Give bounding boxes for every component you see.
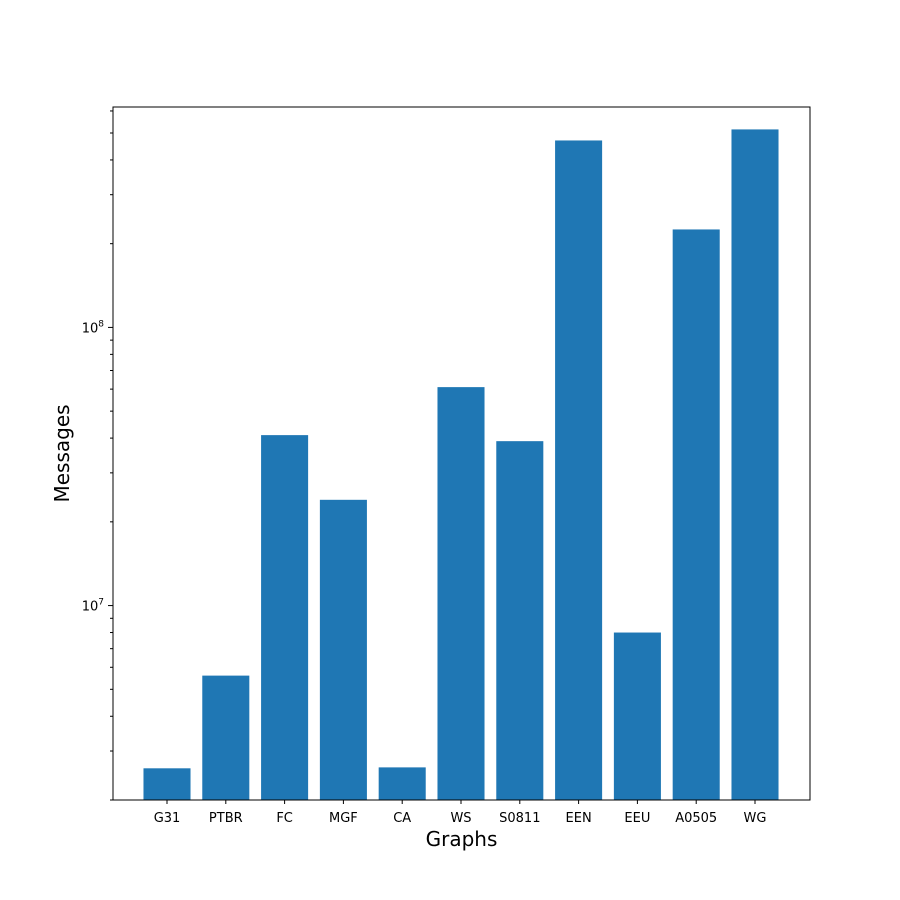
x-tick-label: EEN	[566, 811, 592, 826]
bar-ws	[437, 387, 485, 800]
x-tick-label: FC	[276, 811, 293, 826]
y-axis-label: Messages	[50, 404, 74, 502]
bar-ca	[378, 767, 426, 800]
bar-een	[555, 140, 603, 801]
x-tick-label: G31	[154, 811, 181, 826]
x-axis-ticks: G31 PTBR FC MGF CA WS S0811 EEN EEU A0505 WG	[154, 800, 767, 826]
x-tick-label: A0505	[675, 811, 717, 826]
bar-s0811	[496, 441, 544, 800]
bar-mgf	[319, 499, 367, 800]
bars-group	[143, 129, 779, 801]
x-tick-label: WS	[450, 811, 471, 826]
x-tick-label: EEU	[624, 811, 650, 826]
x-tick-label: CA	[393, 811, 411, 826]
y-axis-ticks: 107 108	[82, 110, 113, 801]
y-tick-label: 107	[82, 598, 104, 615]
bar-wg	[731, 129, 779, 800]
bar-a0505	[672, 229, 720, 800]
bar-ptbr	[202, 675, 250, 800]
bar-eeu	[613, 632, 661, 800]
bar-g31	[143, 768, 191, 800]
x-tick-label: PTBR	[209, 811, 243, 826]
x-axis-label: Graphs	[426, 827, 498, 851]
x-tick-label: S0811	[499, 811, 540, 826]
x-tick-label: MGF	[329, 811, 358, 826]
x-tick-label: WG	[744, 811, 767, 826]
bar-fc	[261, 435, 309, 800]
y-tick-label: 108	[82, 319, 105, 336]
